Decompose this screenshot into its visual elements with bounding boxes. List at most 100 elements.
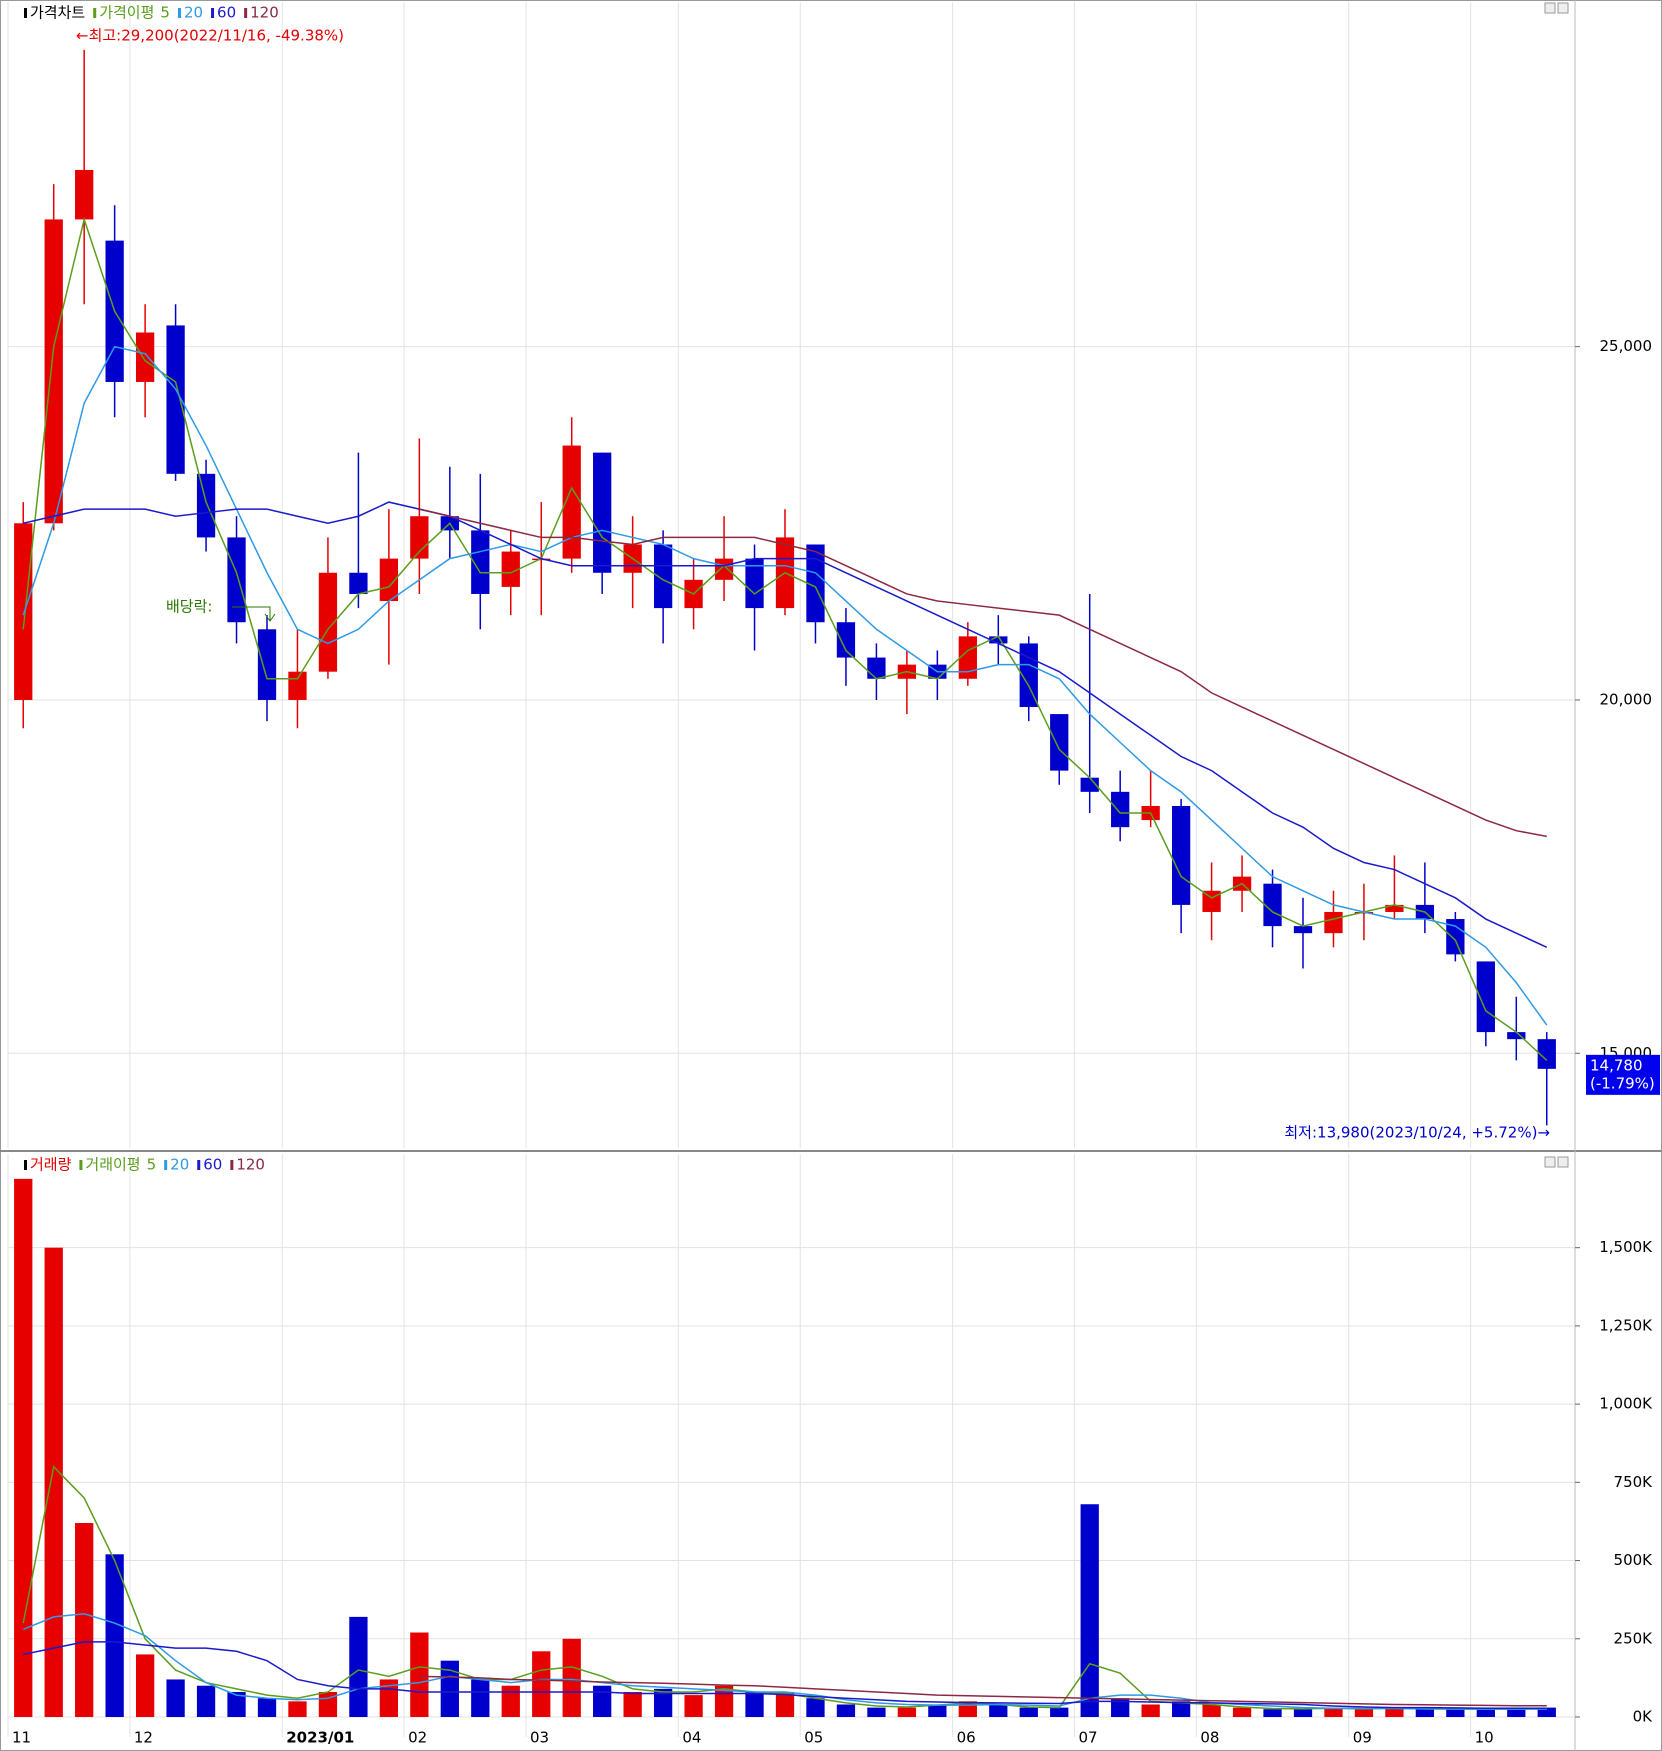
volume-bar xyxy=(806,1698,825,1717)
candle-body xyxy=(562,445,581,559)
legend-swatch xyxy=(93,8,97,18)
candle-body xyxy=(1263,883,1282,927)
x-tick-label: 10 xyxy=(1475,1729,1494,1747)
volume-bar xyxy=(44,1247,63,1717)
candle-body xyxy=(318,572,338,672)
legend-label: 60 xyxy=(203,1156,222,1174)
volume-bar xyxy=(135,1654,155,1717)
y-tick-label: 750K xyxy=(1614,1473,1654,1491)
last-price-label: 14,780 xyxy=(1590,1056,1643,1074)
candle-body xyxy=(653,544,673,609)
volume-bar xyxy=(1537,1707,1556,1717)
x-tick-label: 12 xyxy=(134,1729,153,1747)
legend-swatch xyxy=(79,1160,83,1170)
volume-bar xyxy=(1263,1709,1282,1717)
dividend-arrow xyxy=(232,606,276,622)
candle-body xyxy=(349,572,368,594)
y-tick-label: 0K xyxy=(1633,1708,1654,1726)
x-tick-label: 11 xyxy=(12,1729,31,1747)
candle-body xyxy=(1537,1039,1556,1069)
volume-bar xyxy=(1476,1709,1495,1717)
legend-label: 가격이평 xyxy=(99,4,154,22)
candle-body xyxy=(1446,919,1465,955)
volume-bar xyxy=(257,1698,277,1717)
volume-bar xyxy=(897,1707,917,1717)
candle-body xyxy=(1324,911,1343,934)
volume-bar xyxy=(14,1178,33,1717)
candle-body xyxy=(44,219,63,524)
candle-body xyxy=(501,551,520,587)
window-button[interactable] xyxy=(1557,2,1569,14)
window-button[interactable] xyxy=(1544,2,1556,14)
candle-body xyxy=(1080,777,1099,792)
volume-bar xyxy=(532,1651,551,1717)
moving-average-line xyxy=(419,1675,1547,1707)
volume-bar xyxy=(989,1704,1008,1717)
volume-bar xyxy=(75,1523,94,1717)
candle-body xyxy=(288,671,307,700)
x-tick-label: 2023/01 xyxy=(286,1729,354,1747)
x-tick-label: 08 xyxy=(1200,1729,1219,1747)
window-button[interactable] xyxy=(1544,1156,1556,1168)
volume-bar xyxy=(1232,1707,1252,1717)
low-annotation: 최저:13,980(2023/10/24, +5.72%)→ xyxy=(1284,1124,1550,1142)
candle-body xyxy=(745,558,764,609)
volume-bar xyxy=(562,1638,581,1717)
volume-bar xyxy=(227,1691,246,1717)
candle-body xyxy=(1050,714,1069,771)
volume-bar xyxy=(410,1632,429,1717)
last-change-label: (-1.79%) xyxy=(1590,1074,1655,1092)
legend-label: 120 xyxy=(236,1156,265,1174)
y-tick-label: 25,000 xyxy=(1600,337,1653,355)
candle-body xyxy=(593,452,612,573)
legend-label: 20 xyxy=(184,4,203,22)
volume-bar xyxy=(1324,1707,1343,1717)
candle-body xyxy=(379,558,399,602)
legend-swatch xyxy=(230,1160,234,1170)
y-tick-label: 1,000K xyxy=(1599,1395,1653,1413)
y-tick-label: 20,000 xyxy=(1600,690,1653,708)
x-tick-label: 09 xyxy=(1353,1729,1372,1747)
volume-bar xyxy=(501,1685,520,1717)
moving-average-line xyxy=(22,345,1548,1026)
volume-bar xyxy=(593,1685,612,1717)
x-tick-label: 03 xyxy=(530,1729,549,1747)
volume-bar xyxy=(775,1691,795,1717)
y-tick-label: 1,250K xyxy=(1599,1316,1653,1334)
x-tick-label: 02 xyxy=(408,1729,427,1747)
legend-label: 20 xyxy=(170,1156,189,1174)
volume-bar xyxy=(440,1660,459,1717)
volume-bar xyxy=(471,1679,490,1717)
moving-average-line xyxy=(23,501,1548,948)
candle-body xyxy=(135,332,155,382)
y-tick-label: 250K xyxy=(1614,1629,1654,1647)
volume-bar xyxy=(166,1679,185,1717)
legend-swatch xyxy=(24,8,27,18)
volume-bar xyxy=(1385,1707,1404,1717)
legend-label: 60 xyxy=(217,4,236,22)
volume-bar xyxy=(1293,1709,1313,1717)
candle-body xyxy=(714,558,734,580)
moving-average-line xyxy=(419,508,1547,838)
y-tick-label: 1,500K xyxy=(1599,1238,1653,1256)
volume-bar xyxy=(105,1554,124,1717)
candle-body xyxy=(196,473,216,538)
candle-body xyxy=(1171,805,1191,905)
volume-bar xyxy=(623,1691,642,1717)
volume-bar xyxy=(1050,1707,1069,1717)
volume-bar xyxy=(1111,1698,1130,1717)
volume-bar xyxy=(745,1691,764,1717)
window-button[interactable] xyxy=(1557,1156,1569,1168)
volume-bar xyxy=(1354,1709,1374,1717)
legend-label: 5 xyxy=(160,4,170,22)
volume-bar xyxy=(653,1688,673,1717)
high-annotation: ←최고:29,200(2022/11/16, -49.38%) xyxy=(76,27,344,45)
candle-body xyxy=(1293,926,1313,934)
volume-bar xyxy=(836,1704,856,1717)
legend-label: 거래이평 xyxy=(85,1156,140,1174)
volume-bar xyxy=(1141,1704,1160,1717)
moving-average-line xyxy=(22,216,1548,1061)
candle-body xyxy=(806,544,825,623)
candle-body xyxy=(958,636,977,679)
